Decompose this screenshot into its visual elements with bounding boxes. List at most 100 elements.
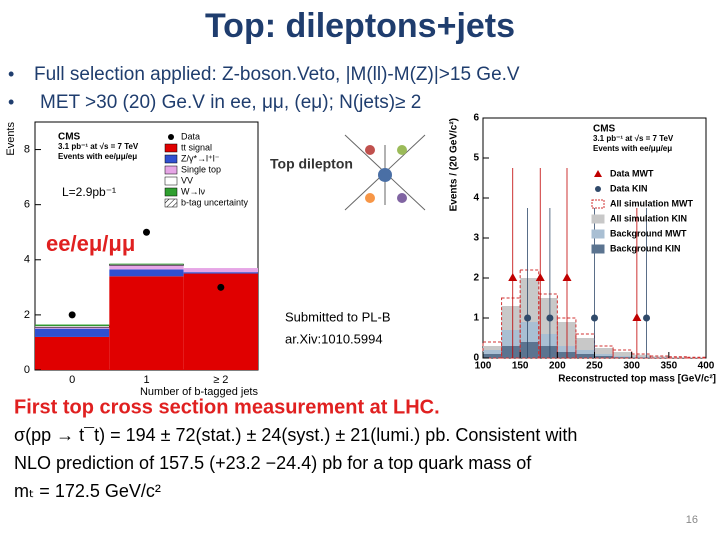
y-tick-label: 6 xyxy=(24,199,30,211)
histogram-bar xyxy=(613,352,632,358)
x-tick-label: 350 xyxy=(660,361,677,372)
x-tick-label: ≥ 2 xyxy=(213,374,228,386)
legend-swatch xyxy=(164,176,178,186)
legend-label: Background KIN xyxy=(610,243,681,253)
channel-label: ee/eμ/μμ xyxy=(46,231,135,256)
x-tick-label: 100 xyxy=(475,361,492,372)
x-tick-label: 300 xyxy=(623,361,640,372)
inset-title: Top dilepton xyxy=(270,156,353,172)
legend-label: tt signal xyxy=(181,142,212,152)
data-point xyxy=(68,311,76,319)
histogram-bar xyxy=(613,356,632,358)
diagram-node xyxy=(378,168,392,182)
y-tick-label: 4 xyxy=(473,193,479,204)
legend-swatch xyxy=(164,187,178,197)
note: ar.Xiv:1010.5994 xyxy=(285,331,383,346)
histogram-bar xyxy=(686,356,707,359)
bar-segment xyxy=(183,268,258,273)
bar-segment xyxy=(35,324,110,326)
bullet-marker: • xyxy=(8,64,14,84)
chart-header: Events with ee/μμ/eμ xyxy=(58,152,137,161)
data-point xyxy=(546,314,554,322)
bullet: Full selection applied: Z-boson.Veto, |M… xyxy=(34,64,520,85)
legend-label: Single top xyxy=(181,164,221,174)
histogram-bar xyxy=(631,354,651,358)
data-point xyxy=(535,273,545,281)
data-point xyxy=(217,283,225,291)
diagram-node xyxy=(365,145,375,155)
x-axis-title: Number of b-tagged jets xyxy=(140,386,259,398)
data-point xyxy=(524,314,532,322)
legend-marker xyxy=(168,134,174,140)
y-tick-label: 0 xyxy=(473,353,479,364)
histogram-bar xyxy=(520,342,539,358)
data-point xyxy=(632,313,642,321)
x-tick-label: 150 xyxy=(512,361,529,372)
x-tick-label: 0 xyxy=(69,374,75,386)
chart-header: CMS xyxy=(58,132,81,143)
y-axis-title: Events xyxy=(5,122,17,156)
data-point xyxy=(508,273,518,281)
page-number: 16 xyxy=(686,514,698,526)
legend-swatch xyxy=(164,154,178,164)
legend-label: All simulation MWT xyxy=(610,198,693,208)
data-point xyxy=(562,273,572,281)
lumi-label: L=2.9pb⁻¹ xyxy=(62,185,116,199)
bullet-marker: • xyxy=(8,92,14,112)
legend-label: Z/γ*→l⁺l⁻ xyxy=(181,153,220,163)
data-point xyxy=(643,314,651,322)
legend-swatch xyxy=(164,198,178,208)
legend-label: Data KIN xyxy=(610,183,648,193)
legend-label: Background MWT xyxy=(610,228,687,238)
diagram-node xyxy=(397,145,407,155)
inset-diagram: Top dilepton xyxy=(270,134,426,211)
histogram-bar xyxy=(538,293,558,359)
x-axis-title: Reconstructed top mass [GeV/c²] xyxy=(558,374,716,385)
histogram-bar xyxy=(575,354,595,358)
bar-segment xyxy=(109,263,184,265)
diagram-node xyxy=(365,193,375,203)
x-tick-label: 250 xyxy=(586,361,603,372)
y-tick-label: 2 xyxy=(24,309,30,321)
bar-segment xyxy=(35,336,110,370)
y-tick-label: 8 xyxy=(24,143,30,155)
charts: 0 1 ≥ 2 0 2 4 6 8 Number of b-tagged jets Events C… xyxy=(5,113,716,398)
legend-marker xyxy=(595,186,601,192)
bar-segment xyxy=(35,327,110,329)
bar-segment xyxy=(109,269,184,277)
legend-label: W→lν xyxy=(181,186,205,196)
y-tick-label: 4 xyxy=(24,254,30,266)
y-tick-label: 0 xyxy=(24,364,30,376)
x-tick-label: 400 xyxy=(698,361,715,372)
legend-swatch xyxy=(591,214,605,224)
legend-label: b-tag uncertainty xyxy=(181,197,249,207)
bar-segment xyxy=(109,276,184,370)
chart-header: 3.1 pb⁻¹ at √s = 7 TeV xyxy=(58,142,139,151)
x-tick-label: 200 xyxy=(549,361,566,372)
histogram-bar xyxy=(631,356,651,358)
legend-swatch xyxy=(164,143,178,153)
legend-label: Data MWT xyxy=(610,168,654,178)
body-line: mₜ = 172.5 GeV/c² xyxy=(14,481,161,501)
legend-label: VV xyxy=(181,175,193,185)
y-tick-label: 6 xyxy=(473,113,479,124)
y-tick-label: 1 xyxy=(473,313,479,324)
chart-header: 3.1 pb⁻¹ at √s = 7 TeV xyxy=(593,134,674,143)
diagram-node xyxy=(397,193,407,203)
histogram-bar xyxy=(594,356,614,358)
data-point xyxy=(143,228,150,236)
y-tick-label: 2 xyxy=(473,273,479,284)
legend-swatch xyxy=(591,229,605,239)
y-axis-title: Events / (20 GeV/c²) xyxy=(449,118,460,211)
histogram-bar xyxy=(649,355,670,359)
body-line: σ(pp → t¯t) = 194 ± 72(stat.) ± 24(syst.… xyxy=(14,425,577,445)
note: Submitted to PL-B xyxy=(285,309,391,324)
legend-label: All simulation KIN xyxy=(610,213,687,223)
chart-header: Events with ee/μμ/eμ xyxy=(593,144,672,153)
histogram-bar xyxy=(483,354,502,358)
y-tick-label: 5 xyxy=(473,153,479,164)
x-tick-label: 1 xyxy=(143,374,149,386)
bar-segment xyxy=(109,265,184,270)
headline: First top cross section measurement at L… xyxy=(14,396,440,418)
legend-swatch xyxy=(164,165,178,175)
